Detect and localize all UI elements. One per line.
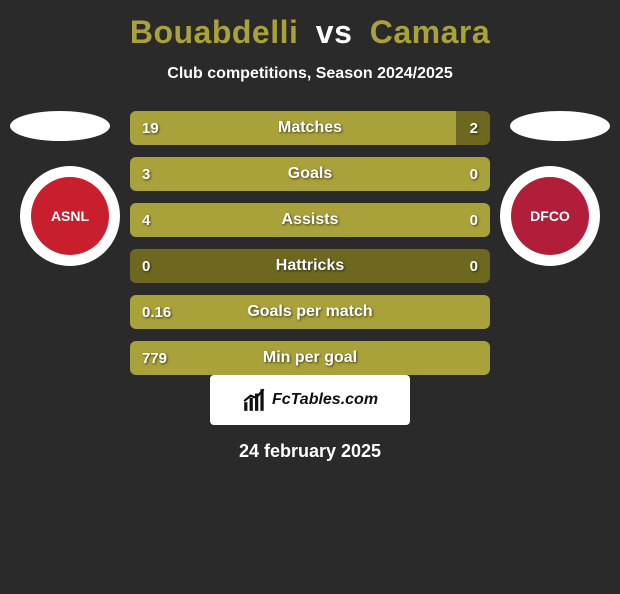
stat-label: Goals <box>288 165 332 183</box>
date-text: 24 february 2025 <box>0 441 620 462</box>
stat-row: 19 2 Matches <box>130 111 490 145</box>
stat-value-right: 2 <box>470 120 478 137</box>
stat-row: 4 0 Assists <box>130 203 490 237</box>
stat-value-left: 3 <box>142 166 150 183</box>
crest-right: DFCO <box>500 166 600 266</box>
crest-circle-right: DFCO <box>500 166 600 266</box>
stat-value-right: 0 <box>470 212 478 229</box>
subtitle: Club competitions, Season 2024/2025 <box>0 65 620 83</box>
stat-label: Matches <box>278 119 342 137</box>
stat-label: Goals per match <box>247 303 372 321</box>
stat-value-right: 0 <box>470 258 478 275</box>
crest-left: ASNL <box>20 166 120 266</box>
stat-value-left: 19 <box>142 120 159 137</box>
brand-chart-icon <box>242 387 268 413</box>
badge-ellipse-right <box>510 111 610 141</box>
stat-value-left: 0.16 <box>142 304 171 321</box>
comparison-title: Bouabdelli vs Camara <box>0 14 620 51</box>
stat-row: 779 Min per goal <box>130 341 490 375</box>
stat-row: 3 0 Goals <box>130 157 490 191</box>
brand-text: FcTables.com <box>272 391 378 409</box>
stat-value-left: 0 <box>142 258 150 275</box>
stat-row: 0 0 Hattricks <box>130 249 490 283</box>
stat-label: Min per goal <box>263 349 357 367</box>
stat-label: Hattricks <box>276 257 344 275</box>
stat-label: Assists <box>282 211 339 229</box>
stat-value-left: 779 <box>142 350 167 367</box>
vs-text: vs <box>316 14 353 50</box>
stat-value-right: 0 <box>470 166 478 183</box>
crest-circle-left: ASNL <box>20 166 120 266</box>
player-right-name: Camara <box>370 14 490 50</box>
player-left-name: Bouabdelli <box>130 14 299 50</box>
badge-ellipse-left <box>10 111 110 141</box>
brand-badge: FcTables.com <box>210 375 410 425</box>
crest-right-label: DFCO <box>511 177 589 255</box>
stats-bars: 19 2 Matches 3 0 Goals 4 0 Assists 0 0 Hattricks 0.1… <box>130 111 490 387</box>
stat-value-left: 4 <box>142 212 150 229</box>
crest-left-label: ASNL <box>31 177 109 255</box>
stat-row: 0.16 Goals per match <box>130 295 490 329</box>
